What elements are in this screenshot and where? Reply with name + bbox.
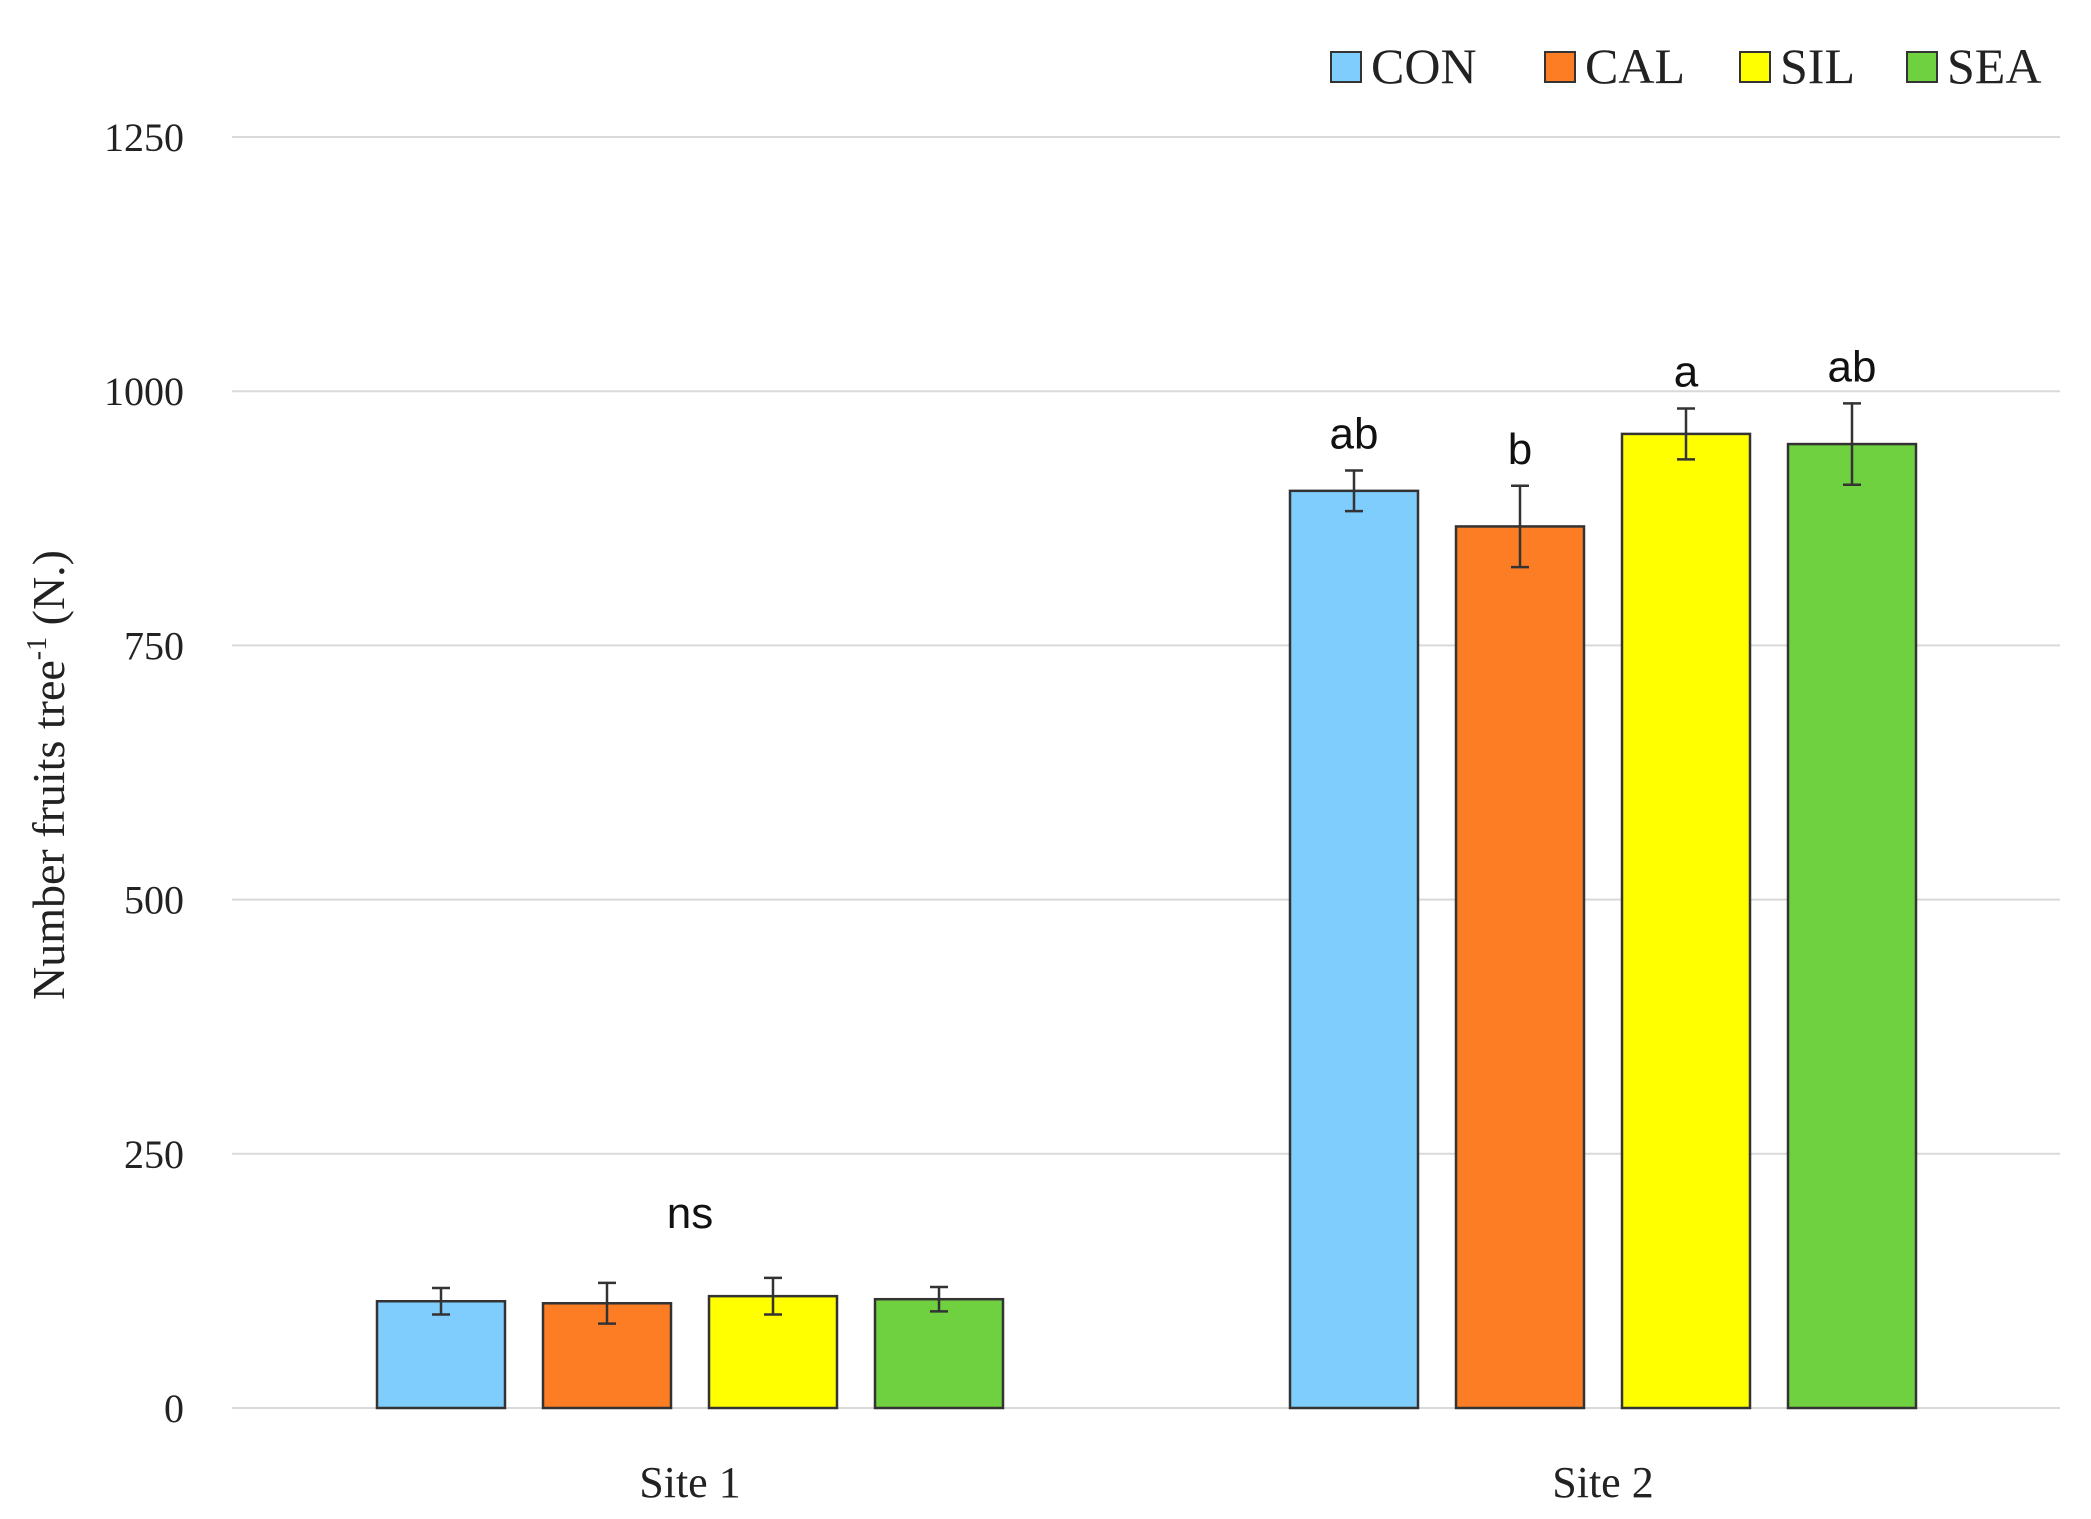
bar-cal-2 xyxy=(1454,525,1586,1410)
bar-sea-1 xyxy=(873,1297,1005,1410)
bar-con-1 xyxy=(375,1299,507,1410)
y-axis-title: Number fruits tree-1 (N.) xyxy=(22,550,74,1000)
y-axis-tick-labels: 0 250 500 750 1000 1250 xyxy=(104,115,184,1431)
legend-label-sil: SIL xyxy=(1780,38,1855,94)
legend-label-sea: SEA xyxy=(1947,38,2041,94)
gridlines xyxy=(232,136,2060,1409)
significance-label: ab xyxy=(1828,342,1877,391)
y-tick-label: 750 xyxy=(124,623,184,668)
bar-con-2 xyxy=(1288,489,1420,1410)
legend-label-con: CON xyxy=(1371,38,1477,94)
legend-swatch-cal xyxy=(1544,51,1576,83)
y-tick-label: 500 xyxy=(124,878,184,923)
y-axis-title-main: Number fruits tree xyxy=(23,660,74,1000)
significance-label: a xyxy=(1674,347,1699,396)
legend-swatch-sea xyxy=(1906,51,1938,83)
y-axis-title-superscript: -1 xyxy=(22,637,53,660)
significance-label: ab xyxy=(1330,410,1379,459)
legend-label-cal: CAL xyxy=(1585,38,1685,94)
x-category-label: Site 1 xyxy=(639,1458,740,1507)
legend-swatch-con xyxy=(1330,51,1362,83)
x-axis-category-labels: Site 1 Site 2 xyxy=(639,1458,1653,1507)
y-tick-label: 1250 xyxy=(104,115,184,160)
legend-swatch-sil xyxy=(1739,51,1771,83)
y-tick-label: 0 xyxy=(164,1386,184,1431)
x-category-label: Site 2 xyxy=(1552,1458,1653,1507)
y-axis-title-tail: (N.) xyxy=(23,550,74,637)
significance-label: b xyxy=(1508,425,1532,474)
significance-label: ns xyxy=(667,1189,713,1238)
legend: CON CAL SIL SEA xyxy=(1330,38,2041,94)
error-bars xyxy=(432,402,1861,1325)
bars xyxy=(375,432,1918,1410)
bar-sil-2 xyxy=(1620,432,1752,1410)
bar-sea-2 xyxy=(1786,442,1918,1410)
y-tick-label: 250 xyxy=(124,1132,184,1177)
y-tick-label: 1000 xyxy=(104,369,184,414)
significance-labels: ns ab b a ab xyxy=(667,342,1877,1237)
